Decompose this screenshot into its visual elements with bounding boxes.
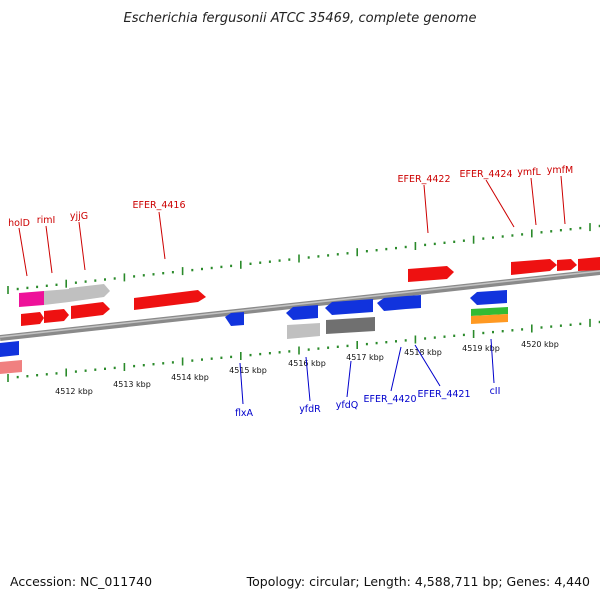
gene-label-ymfL: ymfL — [517, 167, 541, 178]
gene-arrow — [21, 312, 44, 326]
gene-box — [406, 295, 421, 309]
gene-arrow — [286, 305, 318, 320]
kbp-tick-label: 4518 kbp — [404, 348, 442, 357]
gene-label-EFER_4416: EFER_4416 — [133, 200, 186, 211]
gene-arrow — [71, 302, 110, 319]
map-title: Escherichia fergusonii ATCC 35469, compl… — [124, 11, 477, 26]
gene-label-flxA: flxA — [235, 408, 254, 419]
kbp-tick-label: 4520 kbp — [521, 340, 559, 349]
gene-arrow — [325, 299, 373, 315]
gene-label-EFER_4421: EFER_4421 — [418, 389, 471, 400]
kbp-tick-label: 4513 kbp — [113, 380, 151, 389]
gene-arrow — [557, 259, 577, 271]
dna-backbone — [0, 269, 600, 341]
gene-arrow — [511, 259, 557, 275]
reverse-features — [0, 290, 508, 374]
gene-box — [19, 291, 44, 307]
forward-scale-line — [7, 223, 600, 294]
gene-box — [471, 307, 508, 316]
gene-arrow — [377, 296, 406, 311]
forward-features — [19, 257, 600, 326]
gene-label-ymfM: ymfM — [547, 165, 573, 176]
gene-arrow — [134, 290, 206, 310]
kbp-tick-label: 4519 kbp — [462, 344, 500, 353]
gene-box — [326, 317, 375, 334]
kbp-tick-label: 4514 kbp — [171, 373, 209, 382]
gene-arrow — [225, 312, 244, 326]
gene-label-yjjG: yjjG — [70, 211, 88, 222]
kbp-tick-label: 4515 kbp — [229, 366, 267, 375]
gene-label-yfdR: yfdR — [299, 404, 321, 415]
gene-label-EFER_4424: EFER_4424 — [460, 169, 513, 180]
accession-text: Accession: NC_011740 — [10, 574, 152, 589]
gene-label-holD: holD — [8, 218, 30, 229]
gene-arrow — [0, 341, 19, 357]
gene-box — [471, 314, 508, 324]
gene-label-yfdQ: yfdQ — [336, 400, 358, 411]
gene-label-EFER_4420: EFER_4420 — [364, 394, 417, 405]
gene-arrow — [44, 309, 69, 323]
gene-box — [44, 289, 69, 305]
gene-arrow — [69, 284, 110, 302]
gene-label-cII: cII — [490, 386, 501, 397]
reverse-scale-line — [7, 318, 600, 382]
reverse-gene-labels: flxA yfdR yfdQ EFER_4420 EFER_4421 cII — [235, 338, 501, 419]
gene-label-EFER_4422: EFER_4422 — [398, 174, 451, 185]
kbp-tick-label: 4512 kbp — [55, 387, 93, 396]
gene-label-rimI: rimI — [37, 215, 56, 226]
forward-gene-labels: holD rimI yjjG EFER_4416 EFER_4422 EFER_… — [8, 165, 573, 277]
genome-summary-text: Topology: circular; Length: 4,588,711 bp… — [246, 574, 590, 589]
gene-arrow — [408, 266, 454, 282]
gene-arrow — [470, 290, 507, 305]
gene-box — [287, 323, 320, 339]
gene-box — [578, 257, 600, 271]
gene-box — [0, 360, 22, 374]
kbp-tick-label: 4517 kbp — [346, 353, 384, 362]
